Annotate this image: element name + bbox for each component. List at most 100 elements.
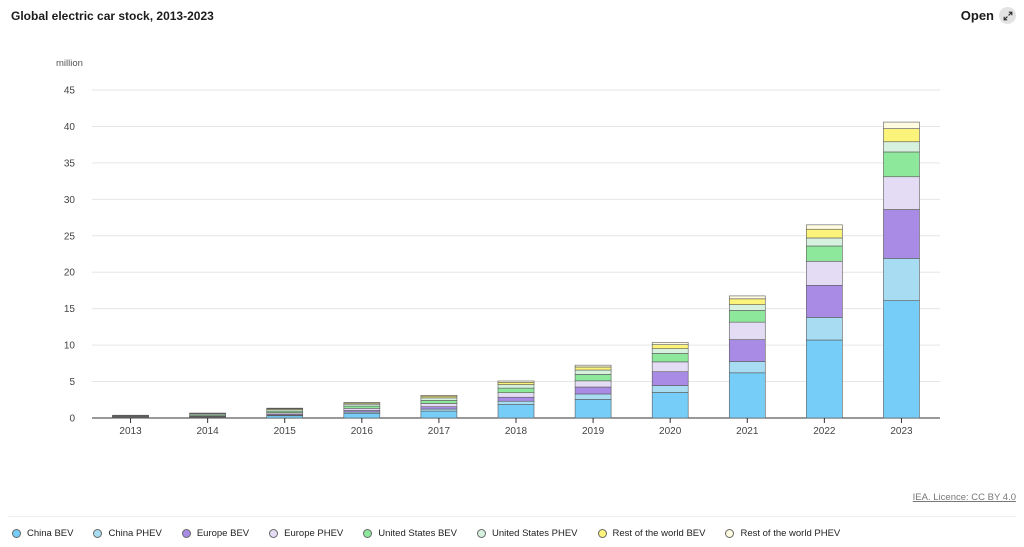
legend-divider [8, 516, 1016, 517]
bar-segment-2021-europe-phev[interactable] [728, 321, 766, 340]
x-tick-label: 2023 [890, 426, 913, 437]
bars [112, 121, 920, 419]
bar-segment-2022-rest-of-the-world-phev[interactable] [806, 224, 843, 230]
legend-item-rest-of-the-world-bev[interactable]: Rest of the world BEV [597, 528, 706, 539]
y-tick-label: 0 [69, 414, 75, 425]
legend-swatch-icon [597, 529, 607, 538]
bar-segment-2015-china-bev[interactable] [266, 415, 304, 419]
legend-swatch-icon [93, 529, 103, 538]
legend-label: Rest of the world PHEV [740, 528, 841, 539]
bar-segment-2020-united-states-bev[interactable] [651, 353, 689, 363]
bar-segment-2021-united-states-phev[interactable] [728, 304, 766, 311]
bar-segment-2023-rest-of-the-world-phev[interactable] [883, 121, 920, 129]
bar-segment-2017-europe-phev[interactable] [420, 403, 458, 408]
bar-segment-2020-united-states-phev[interactable] [651, 348, 689, 354]
x-tick-label: 2018 [505, 426, 528, 437]
legend-item-united-states-phev[interactable]: United States PHEV [476, 528, 578, 539]
bar-segment-2023-china-bev[interactable] [883, 300, 920, 419]
bar-segment-2022-europe-phev[interactable] [806, 260, 843, 286]
bar-segment-2020-china-phev[interactable] [651, 385, 689, 393]
legend-item-europe-phev[interactable]: Europe PHEV [269, 528, 343, 539]
bar-segment-2018-china-phev[interactable] [497, 400, 535, 405]
bar-segment-2019-rest-of-the-world-bev[interactable] [574, 366, 612, 371]
bar-segment-2016-rest-of-the-world-phev[interactable] [343, 402, 381, 404]
y-axis-unit-label: million [56, 58, 83, 69]
bar-segment-2019-united-states-bev[interactable] [574, 374, 612, 382]
bar-segment-2016-europe-phev[interactable] [343, 408, 381, 411]
x-tick-label: 2021 [736, 426, 759, 437]
bar-segment-2020-europe-phev[interactable] [651, 361, 689, 373]
bar-segment-2023-europe-phev[interactable] [883, 176, 920, 210]
bar-segment-2017-china-phev[interactable] [420, 408, 458, 412]
legend-swatch-icon [476, 529, 486, 538]
bar-segment-2019-united-states-phev[interactable] [574, 369, 612, 375]
bar-segment-2017-rest-of-the-world-phev[interactable] [420, 395, 458, 397]
bar-segment-2020-china-bev[interactable] [651, 392, 689, 419]
grid-lines [92, 89, 940, 419]
bar-segment-2021-rest-of-the-world-phev[interactable] [728, 295, 766, 300]
bar-segment-2013-rest-of-the-world-phev[interactable] [112, 414, 149, 417]
bar-segment-2023-china-phev[interactable] [883, 258, 920, 301]
legend-label: United States BEV [378, 528, 457, 539]
legend-label: China PHEV [108, 528, 162, 539]
bar-segment-2017-europe-bev[interactable] [420, 406, 458, 410]
licence-link[interactable]: IEA. Licence: CC BY 4.0 [912, 492, 1016, 503]
x-tick-label: 2020 [659, 426, 682, 437]
legend-item-europe-bev[interactable]: Europe BEV [181, 528, 250, 539]
legend-label: Rest of the world BEV [612, 528, 706, 539]
bar-segment-2018-united-states-phev[interactable] [497, 384, 535, 389]
bar-segment-2019-rest-of-the-world-phev[interactable] [574, 364, 612, 368]
bar-segment-2021-europe-bev[interactable] [728, 339, 766, 362]
x-tick-label: 2017 [428, 426, 451, 437]
bar-segment-2019-europe-bev[interactable] [574, 386, 612, 395]
bar-segment-2016-united-states-bev[interactable] [343, 405, 381, 409]
bar-segment-2020-europe-bev[interactable] [651, 371, 689, 386]
bar-segment-2021-rest-of-the-world-bev[interactable] [728, 298, 766, 305]
bar-segment-2023-united-states-bev[interactable] [883, 151, 920, 178]
legend-label: China BEV [27, 528, 74, 539]
bar-segment-2023-europe-bev[interactable] [883, 209, 920, 259]
bar-segment-2021-china-phev[interactable] [728, 361, 766, 374]
x-tick-label: 2022 [813, 426, 836, 437]
bar-segment-2020-rest-of-the-world-phev[interactable] [651, 342, 689, 345]
open-button[interactable]: Open [961, 7, 1016, 24]
bar-segment-2019-europe-phev[interactable] [574, 380, 612, 388]
bar-segment-2017-china-bev[interactable] [420, 410, 458, 419]
bar-segment-2018-rest-of-the-world-bev[interactable] [497, 381, 535, 385]
legend-item-rest-of-the-world-phev[interactable]: Rest of the world PHEV [725, 528, 840, 539]
bar-segment-2018-europe-bev[interactable] [497, 396, 535, 402]
bar-segment-2016-china-bev[interactable] [343, 412, 381, 419]
bar-segment-2022-united-states-bev[interactable] [806, 245, 843, 262]
legend-item-china-bev[interactable]: China BEV [12, 528, 73, 539]
bar-segment-2019-china-bev[interactable] [574, 399, 612, 419]
bar-segment-2023-united-states-phev[interactable] [883, 141, 920, 153]
bar-segment-2018-china-bev[interactable] [497, 404, 535, 419]
bar-segment-2020-rest-of-the-world-bev[interactable] [651, 344, 689, 349]
bar-segment-2017-united-states-bev[interactable] [420, 400, 458, 404]
legend: China BEV China PHEV Europe BEV Europe PHEV… [12, 528, 840, 539]
bar-segment-2022-rest-of-the-world-bev[interactable] [806, 228, 843, 239]
bar-segment-2018-rest-of-the-world-phev[interactable] [497, 380, 535, 383]
x-tick-label: 2019 [582, 426, 605, 437]
chart-title: Global electric car stock, 2013-2023 [11, 9, 214, 23]
bar-segment-2018-europe-phev[interactable] [497, 392, 535, 398]
bar-segment-2021-united-states-bev[interactable] [728, 310, 766, 323]
bar-segment-2021-china-bev[interactable] [728, 372, 766, 419]
bar-segment-2015-rest-of-the-world-phev[interactable] [266, 407, 304, 410]
y-tick-label: 10 [64, 341, 76, 352]
legend-label: Europe BEV [196, 528, 250, 539]
bar-segment-2022-china-bev[interactable] [806, 339, 843, 419]
bar-segment-2014-rest-of-the-world-phev[interactable] [189, 412, 226, 414]
bar-segment-2022-china-phev[interactable] [806, 317, 843, 341]
bar-segment-2017-united-states-phev[interactable] [420, 397, 458, 401]
legend-item-china-phev[interactable]: China PHEV [93, 528, 162, 539]
legend-swatch-icon [12, 529, 21, 538]
legend-item-united-states-bev[interactable]: United States BEV [363, 528, 457, 539]
bar-segment-2023-rest-of-the-world-bev[interactable] [883, 128, 920, 143]
bar-segment-2022-europe-bev[interactable] [806, 285, 843, 318]
bar-segment-2018-united-states-bev[interactable] [497, 387, 535, 394]
bar-segment-2019-china-phev[interactable] [574, 393, 612, 400]
bar-segment-2022-united-states-phev[interactable] [806, 237, 843, 247]
y-tick-label: 45 [64, 86, 76, 97]
x-tick-label: 2013 [119, 426, 142, 437]
